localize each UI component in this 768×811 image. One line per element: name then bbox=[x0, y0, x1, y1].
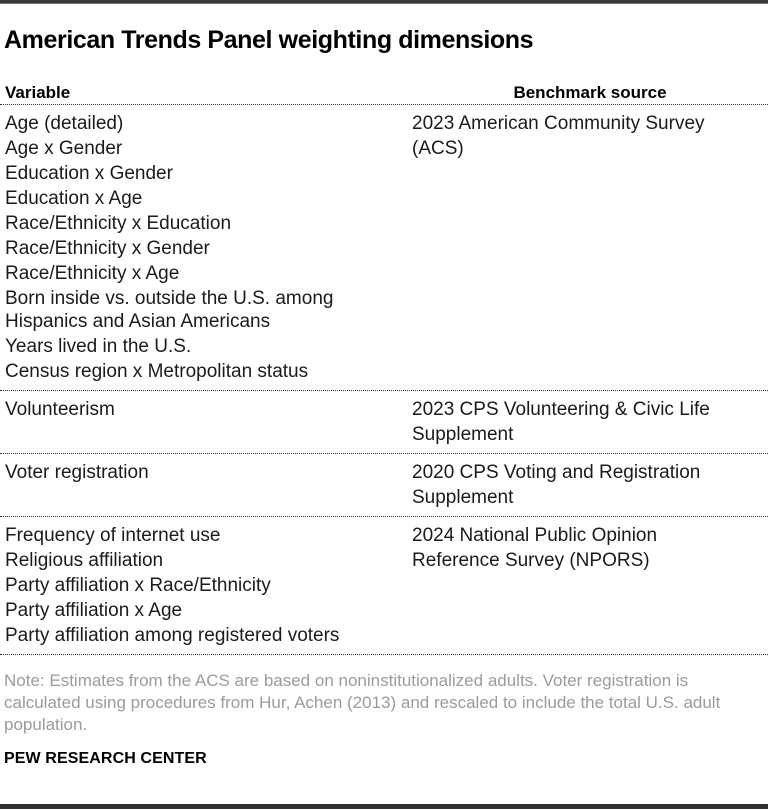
table-group-volunteerism: Volunteerism 2023 CPS Volunteering & Civ… bbox=[0, 390, 768, 453]
variable-item: Party affiliation x Race/Ethnicity bbox=[5, 575, 271, 596]
variable-item: Party affiliation x Age bbox=[5, 600, 183, 621]
variable-item: Years lived in the U.S. bbox=[5, 336, 192, 357]
variable-item: Frequency of internet use bbox=[5, 525, 221, 546]
pew-research-center-wordmark: PEW RESEARCH CENTER bbox=[4, 750, 207, 767]
variable-item: Age (detailed) bbox=[5, 113, 124, 134]
benchmark-source-cell: 2020 CPS Voting and Registration Supplem… bbox=[412, 454, 768, 516]
note-text: Note: Estimates from the ACS are based o… bbox=[4, 671, 721, 734]
top-rule bbox=[0, 0, 768, 4]
table-group-acs: Age (detailed) Age x Gender Education x … bbox=[0, 105, 768, 390]
variable-item: Education x Gender bbox=[5, 163, 173, 184]
column-header-benchmark-source: Benchmark source bbox=[513, 83, 667, 102]
table-group-npors: Frequency of internet use Religious affi… bbox=[0, 516, 768, 654]
table-group-voter-registration: Voter registration 2020 CPS Voting and R… bbox=[0, 453, 768, 516]
benchmark-source-line: Supplement bbox=[412, 424, 514, 445]
benchmark-source-line: 2020 CPS Voting and Registration bbox=[412, 462, 701, 483]
benchmark-source-line: 2023 American Community Survey bbox=[412, 113, 705, 134]
variable-item: Age x Gender bbox=[5, 138, 123, 159]
benchmark-source-cell: 2024 National Public Opinion Reference S… bbox=[412, 517, 768, 654]
table-header-row: Variable Benchmark source bbox=[0, 84, 768, 105]
chart-title: American Trends Panel weighting dimensio… bbox=[4, 26, 534, 54]
benchmark-source-cell: 2023 American Community Survey (ACS) bbox=[412, 105, 768, 390]
benchmark-source-line: (ACS) bbox=[412, 138, 464, 159]
variable-item: Born inside vs. outside the U.S. among H… bbox=[5, 288, 334, 332]
variable-item: Race/Ethnicity x Gender bbox=[5, 238, 210, 259]
benchmark-source-line: Supplement bbox=[412, 487, 514, 508]
variable-item: Volunteerism bbox=[5, 399, 115, 420]
benchmark-source-line: Reference Survey (NPORS) bbox=[412, 550, 650, 571]
variable-item: Race/Ethnicity x Age bbox=[5, 263, 180, 284]
variable-item: Religious affiliation bbox=[5, 550, 164, 571]
variable-item: Race/Ethnicity x Education bbox=[5, 213, 232, 234]
variable-list: Age (detailed) Age x Gender Education x … bbox=[0, 105, 412, 390]
benchmark-source-line: 2024 National Public Opinion bbox=[412, 525, 658, 546]
weighting-table: Variable Benchmark source Age (detailed)… bbox=[0, 84, 768, 655]
variable-item: Education x Age bbox=[5, 188, 143, 209]
variable-list: Volunteerism bbox=[0, 391, 412, 453]
variable-list: Voter registration bbox=[0, 454, 412, 516]
bottom-rule bbox=[0, 804, 768, 809]
column-header-variable: Variable bbox=[5, 83, 71, 102]
variable-item: Party affiliation among registered voter… bbox=[5, 625, 340, 646]
variable-list: Frequency of internet use Religious affi… bbox=[0, 517, 412, 654]
benchmark-source-line: 2023 CPS Volunteering & Civic Life bbox=[412, 399, 710, 420]
table-bottom-rule bbox=[0, 654, 768, 655]
variable-item: Voter registration bbox=[5, 462, 149, 483]
variable-item: Census region x Metropolitan status bbox=[5, 361, 309, 382]
benchmark-source-cell: 2023 CPS Volunteering & Civic Life Suppl… bbox=[412, 391, 768, 453]
